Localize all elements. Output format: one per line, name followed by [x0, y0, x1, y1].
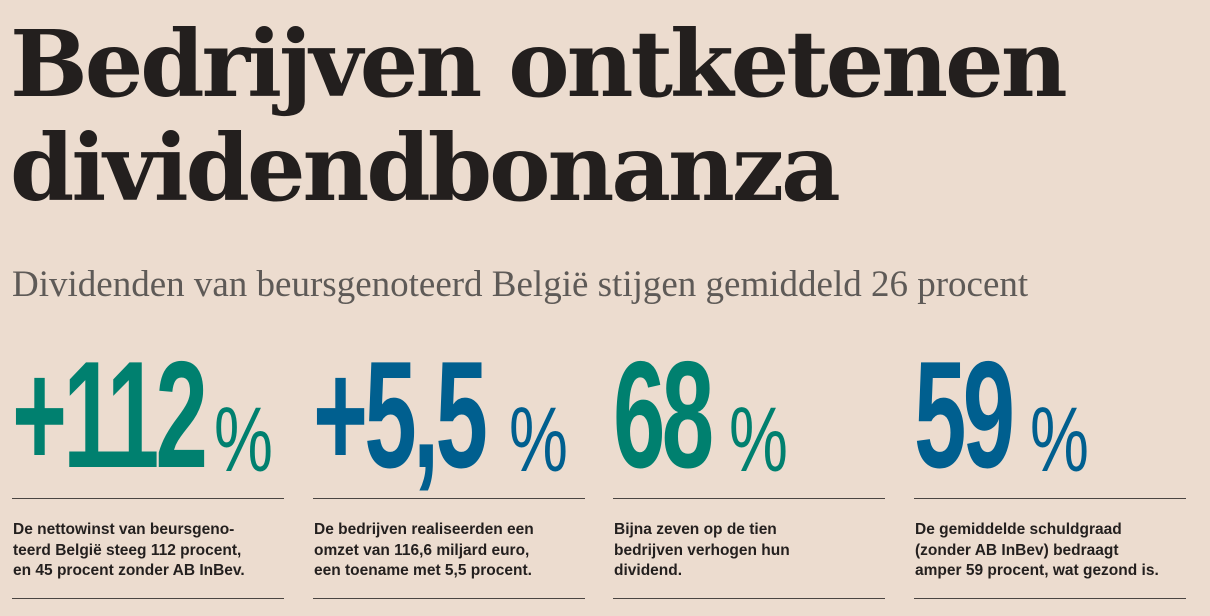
headline-line-1: Bedrijven ontketenen [10, 10, 1068, 118]
headline: Bedrijven ontketenen dividendbonanza [10, 12, 1200, 220]
divider-bottom [914, 598, 1186, 599]
stat-description-line: omzet van 116,6 miljard euro, [314, 541, 530, 559]
divider-bottom [313, 598, 585, 599]
stat-description-line: De nettowinst van beursgeno- [13, 521, 235, 538]
stat-number: 59 [914, 330, 1015, 500]
stat-number: +112 [12, 330, 208, 500]
stat-description: De bedrijven realiseerden een omzet van … [314, 520, 604, 582]
stat-figure: 68 % [613, 330, 788, 500]
stat-description-line: (zonder AB InBev) bedraagt [915, 541, 1119, 559]
stat-percent-sign: % [729, 389, 788, 491]
divider-bottom [613, 598, 885, 599]
stat-description: Bijna zeven op de tien bedrijven verhoge… [614, 520, 904, 582]
stat-figure: +5,5 % [313, 330, 589, 500]
divider-top [313, 498, 585, 499]
stat-block-debt-ratio: 59 % De gemiddelde schuldgraad (zonder A… [914, 330, 1188, 616]
stat-description: De nettowinst van beursgeno- teerd Belgi… [13, 520, 303, 582]
divider-bottom [12, 598, 284, 599]
divider-top [12, 498, 284, 499]
stat-description-line: en 45 procent zonder AB InBev. [13, 562, 245, 579]
stat-block-net-profit: +112 % De nettowinst van beursgeno- teer… [12, 339, 286, 616]
stat-number: 68 [613, 330, 714, 500]
stat-description: De gemiddelde schuldgraad (zonder AB InB… [915, 520, 1205, 582]
stat-description-line: amper 59 procent, wat gezond is. [915, 562, 1159, 579]
stat-description-line: Bijna zeven op de tien [614, 521, 777, 538]
stat-percent-sign: % [1030, 389, 1089, 491]
stat-percent-sign: % [509, 389, 568, 491]
divider-top [914, 498, 1186, 499]
stat-description-line: teerd België steeg 112 procent, [13, 541, 242, 559]
stat-figure: +112 % [12, 330, 322, 500]
stat-figure: 59 % [914, 330, 1089, 500]
subheadline: Dividenden van beursgenoteerd België sti… [12, 264, 1029, 305]
stat-description-line: De gemiddelde schuldgraad [915, 521, 1122, 538]
stat-block-dividend: 68 % Bijna zeven op de tien bedrijven ve… [613, 330, 887, 616]
stat-percent-sign: % [214, 389, 273, 491]
stat-number: +5,5 [313, 330, 488, 500]
stat-description-line: bedrijven verhogen hun [614, 541, 790, 559]
stat-description-line: De bedrijven realiseerden een [314, 521, 534, 538]
divider-top [613, 498, 885, 499]
headline-line-2: dividendbonanza [10, 114, 841, 222]
stat-description-line: een toename met 5,5 procent. [314, 562, 532, 579]
stat-block-revenue: +5,5 % De bedrijven realiseerden een omz… [313, 330, 589, 616]
stat-description-line: dividend. [614, 562, 683, 579]
